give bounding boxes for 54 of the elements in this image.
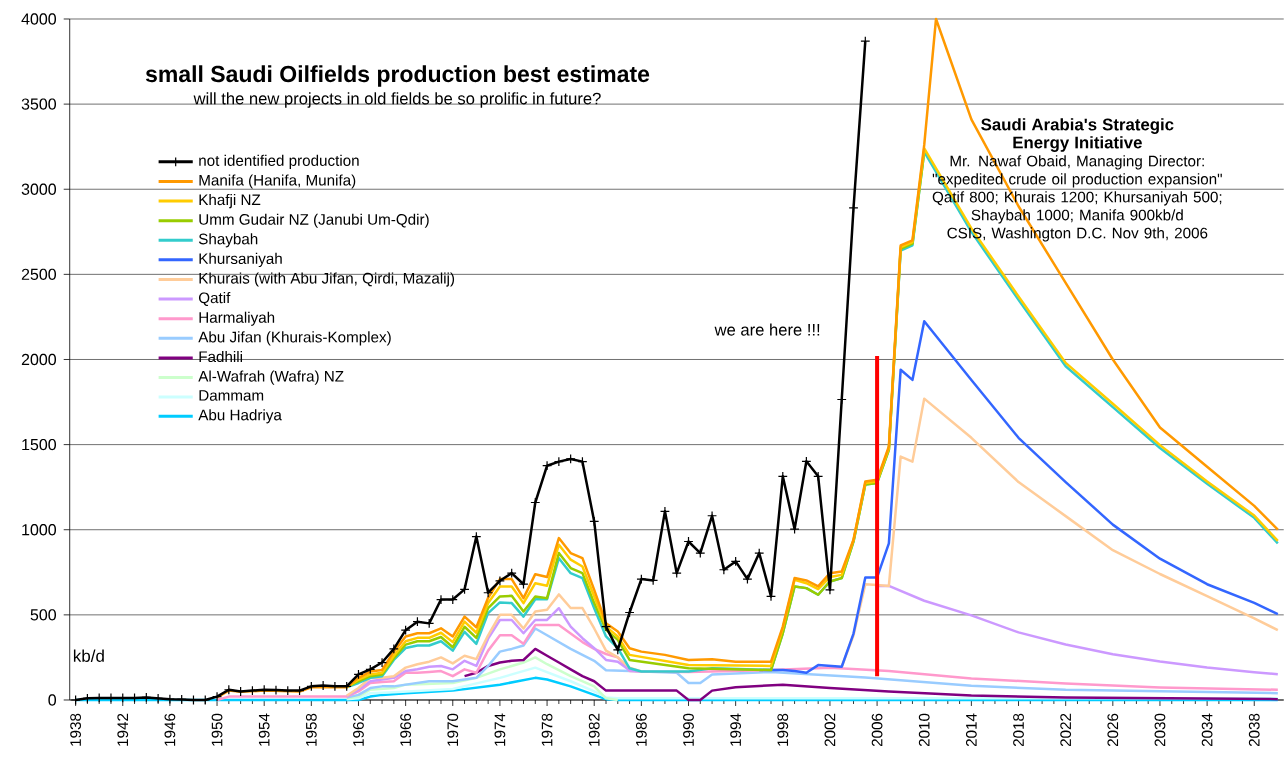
x-tick-label: 2002 <box>824 713 836 747</box>
legend-label: Shaybah <box>198 233 258 248</box>
x-tick-label: 1950 <box>211 713 223 746</box>
y-tick-label: 2000 <box>21 353 57 366</box>
legend-label: Khurais (with Abu Jifan, Qirdi, Mazalij) <box>199 272 455 287</box>
legend-label: not identified production <box>199 154 359 169</box>
x-tick-label: 1982 <box>588 713 600 746</box>
legend-label: Abu Hadriya <box>198 409 282 424</box>
x-tick-label: 1958 <box>305 713 317 746</box>
x-tick-label: 2026 <box>1107 713 1119 747</box>
y-tick-label: 0 <box>48 694 57 706</box>
x-tick-label: 1990 <box>683 713 694 746</box>
x-tick-label: 1966 <box>400 713 412 746</box>
legend-label: Qatif <box>198 292 231 306</box>
x-tick-label: 1942 <box>117 713 129 746</box>
legend-label: Al-Wafrah (Wafra) NZ <box>198 370 344 385</box>
legend-label: Umm Gudair NZ (Janubi Um-Qdir) <box>199 213 429 228</box>
x-tick-label: 1986 <box>635 713 647 746</box>
legend-label: Dammam <box>199 390 264 401</box>
x-tick-label: 1978 <box>541 713 553 746</box>
x-tick-label: 1974 <box>494 713 506 746</box>
y-tick-label: 4000 <box>21 13 57 25</box>
text: will the new projects in old fields be so prolific in future? <box>193 92 601 108</box>
y-tick-label: 500 <box>30 609 57 621</box>
x-tick-label: 2010 <box>918 713 930 747</box>
x-tick-label: 2022 <box>1060 713 1072 747</box>
legend-label: Khafji NZ <box>199 194 261 209</box>
legend-label: Abu Jifan (Khurais-Komplex) <box>198 331 391 346</box>
x-tick-label: 1938 <box>70 713 81 746</box>
x-tick-label: 2018 <box>1013 713 1024 747</box>
x-tick-label: 2030 <box>1154 713 1166 747</box>
y-tick-label: 2500 <box>21 268 57 281</box>
x-tick-label: 1994 <box>730 713 742 746</box>
x-tick-label: 2034 <box>1201 713 1213 747</box>
y-tick-label: 3000 <box>21 183 57 195</box>
x-tick-label: 1962 <box>353 713 364 746</box>
y-tick-label: 1500 <box>22 438 57 451</box>
legend-label: Khursaniyah <box>199 252 282 268</box>
legend-label: Fadhili <box>199 350 242 363</box>
x-tick-label: 1970 <box>447 713 459 746</box>
x-tick-label: 2038 <box>1248 713 1260 747</box>
annotation: Saudi Arabia's Strategic Energy Initiative <box>981 118 1174 152</box>
y-tick-label: 1000 <box>22 524 57 536</box>
annotation: we are here !!! <box>714 323 820 336</box>
legend-label: Manifa (Hanifa, Munifa) <box>199 174 356 189</box>
x-tick-label: 2014 <box>965 713 977 747</box>
x-tick-label: 2006 <box>871 713 883 747</box>
text: small Saudi Oilfields production best estimate <box>145 65 650 87</box>
y-axis-title: kb/d <box>73 649 104 662</box>
x-tick-label: 1998 <box>777 713 789 746</box>
y-tick-label: 3500 <box>21 98 57 110</box>
legend-label: Harmaliyah <box>199 311 275 326</box>
x-tick-label: 1946 <box>164 713 176 746</box>
x-tick-label: 1954 <box>258 713 270 746</box>
